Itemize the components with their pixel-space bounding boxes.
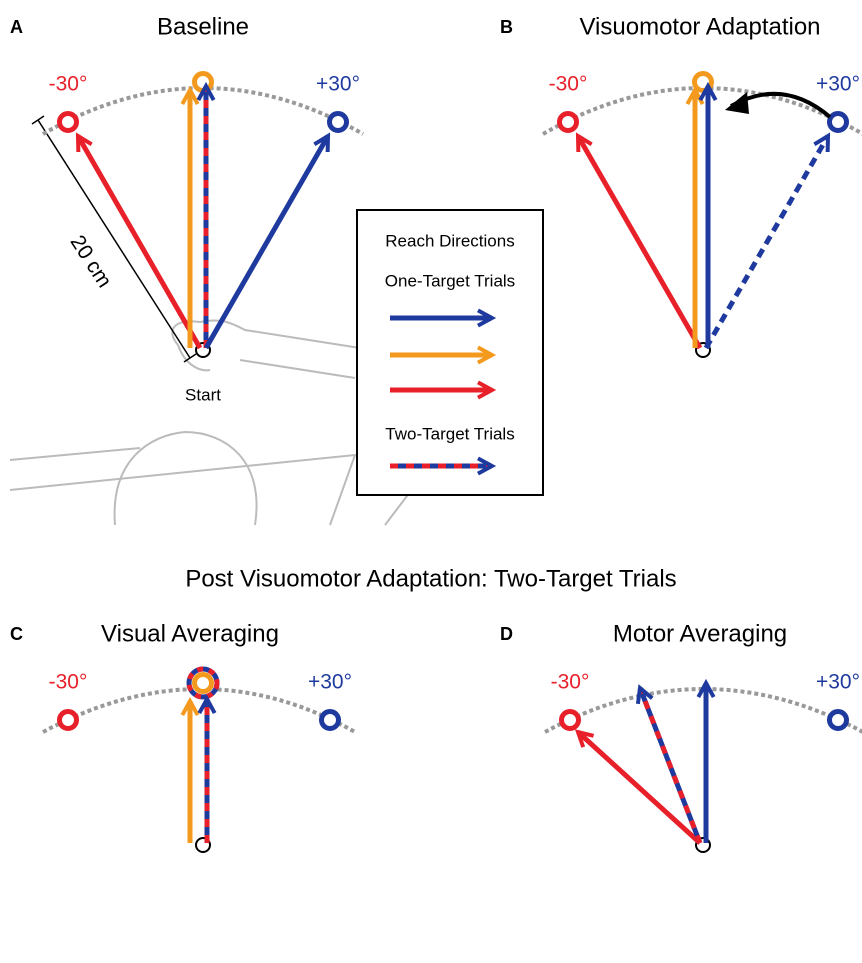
distance-label: 20 cm: [66, 231, 116, 291]
arrow-shaft: [578, 136, 700, 348]
start-label: Start: [185, 385, 221, 404]
target: [60, 712, 77, 729]
page: 20 cm Start Reach Directions One-Target …: [0, 0, 862, 963]
target-label-left: -30°: [49, 671, 88, 694]
panel-letter: A: [10, 17, 23, 37]
target: [830, 114, 847, 131]
target: [562, 712, 579, 729]
panel-title: Motor Averaging: [613, 620, 787, 647]
target-label-right: +30°: [308, 671, 352, 694]
target-label-left: -30°: [49, 73, 88, 96]
arrow-shaft: [206, 136, 328, 348]
panel-letter: B: [500, 17, 513, 37]
target: [830, 712, 847, 729]
rotation-head: [725, 92, 749, 114]
legend-two-target: Two-Target Trials: [385, 424, 514, 443]
panel-title: Baseline: [157, 13, 249, 40]
target-label-right: +30°: [816, 73, 860, 96]
figure: 20 cm Start Reach Directions One-Target …: [0, 0, 862, 963]
target-label-left: -30°: [551, 671, 590, 694]
panel-letter: D: [500, 624, 513, 644]
panel-title: Visuomotor Adaptation: [579, 13, 820, 40]
panel-title: Visual Averaging: [101, 620, 279, 647]
panel-letter: C: [10, 624, 23, 644]
legend-one-target: One-Target Trials: [385, 271, 515, 290]
legend-title: Reach Directions: [385, 231, 514, 250]
arrow-shaft: [578, 732, 700, 843]
target: [560, 114, 577, 131]
scale-bar: [32, 116, 196, 362]
target-label-right: +30°: [316, 73, 360, 96]
section-title: Post Visuomotor Adaptation: Two-Target T…: [185, 565, 676, 592]
arrow-shaft: [78, 136, 200, 348]
target-label-right: +30°: [816, 671, 860, 694]
target: [195, 675, 212, 692]
target-label-left: -30°: [549, 73, 588, 96]
target: [330, 114, 347, 131]
target: [322, 712, 339, 729]
target: [60, 114, 77, 131]
arrow-shaft: [706, 136, 828, 348]
